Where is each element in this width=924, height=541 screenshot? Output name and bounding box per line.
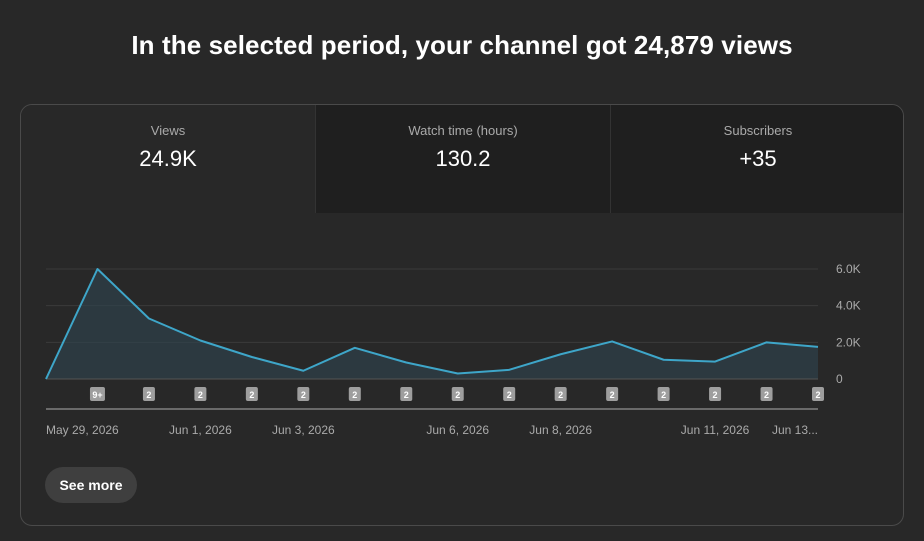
upload-marker-count: 2 <box>610 390 615 400</box>
y-tick-label: 2.0K <box>836 335 861 349</box>
upload-marker <box>657 387 670 401</box>
views-area <box>46 269 818 379</box>
tab-subscribers[interactable]: Subscribers +35 <box>610 105 903 213</box>
y-tick-label: 0 <box>836 372 843 386</box>
tab-views-label: Views <box>150 123 186 138</box>
analytics-card: Views 24.9K Watch time (hours) 130.2 Sub… <box>20 104 904 526</box>
data-point <box>712 359 718 365</box>
upload-marker-count: 2 <box>815 390 820 400</box>
x-tick-label: Jun 3, 2026 <box>272 423 335 437</box>
views-line <box>45 268 819 380</box>
upload-marker-count: 2 <box>352 390 357 400</box>
upload-marker <box>709 387 722 401</box>
tab-views[interactable]: Views 24.9K <box>21 105 315 213</box>
data-point <box>661 357 667 363</box>
upload-marker <box>194 387 207 401</box>
upload-marker-count: 2 <box>146 390 151 400</box>
x-tick-label: Jun 8, 2026 <box>529 423 592 437</box>
tab-views-value: 24.9K <box>139 146 197 171</box>
x-tick-label: Jun 6, 2026 <box>426 423 489 437</box>
upload-marker-count: 2 <box>507 390 512 400</box>
upload-marker-count: 2 <box>455 390 460 400</box>
data-point <box>352 345 358 351</box>
data-point <box>815 344 821 350</box>
upload-marker-count: 2 <box>713 390 718 400</box>
upload-marker-count: 2 <box>558 390 563 400</box>
upload-marker <box>554 387 567 401</box>
y-tick-label: 6.0K <box>836 262 861 276</box>
upload-marker-count: 2 <box>404 390 409 400</box>
data-point <box>94 266 100 272</box>
tab-watch-time[interactable]: Watch time (hours) 130.2 <box>315 105 610 213</box>
upload-marker-count: 2 <box>301 390 306 400</box>
upload-marker <box>89 387 105 401</box>
page-headline: In the selected period, your channel got… <box>131 30 793 60</box>
x-tick-label: Jun 1, 2026 <box>169 423 232 437</box>
upload-marker <box>245 387 258 401</box>
x-tick-label: May 29, 2026 <box>46 423 119 437</box>
data-point <box>197 338 203 344</box>
upload-marker-count: 2 <box>198 390 203 400</box>
tab-subscribers-value: +35 <box>739 146 777 171</box>
upload-marker <box>297 387 310 401</box>
upload-marker <box>760 387 773 401</box>
metric-tabs: Views 24.9K Watch time (hours) 130.2 Sub… <box>21 105 903 213</box>
data-point <box>249 354 255 360</box>
upload-marker-count: 2 <box>249 390 254 400</box>
data-point <box>506 367 512 373</box>
upload-marker-count: 2 <box>661 390 666 400</box>
tab-subscribers-label: Subscribers <box>723 123 793 138</box>
data-point <box>764 339 770 345</box>
upload-marker-count: 2 <box>764 390 769 400</box>
data-point <box>609 338 615 344</box>
upload-marker <box>606 387 619 401</box>
x-tick-label: Jun 13... <box>772 423 818 437</box>
data-point <box>146 316 152 322</box>
upload-marker <box>812 387 824 401</box>
upload-marker <box>400 387 413 401</box>
views-chart[interactable]: 0 2.0K 4.0K 6.0K 9+ 2 2 2 2 2 2 2 2 2 2 2 2 2 2 May 29, 202… <box>21 213 904 526</box>
upload-marker <box>503 387 516 401</box>
x-tick-label: Jun 11, 2026 <box>681 423 750 437</box>
data-point <box>455 371 461 377</box>
see-more-button[interactable]: See more <box>45 467 137 503</box>
tab-watch-time-value: 130.2 <box>435 146 491 171</box>
upload-marker <box>142 387 155 401</box>
tab-watch-time-label: Watch time (hours) <box>408 123 518 138</box>
data-point <box>43 376 49 382</box>
upload-marker <box>451 387 464 401</box>
data-point <box>403 360 409 366</box>
data-point <box>300 368 306 374</box>
data-point <box>558 351 564 357</box>
upload-marker-count: 9+ <box>92 390 102 400</box>
upload-marker <box>348 387 361 401</box>
y-tick-label: 4.0K <box>836 299 861 313</box>
